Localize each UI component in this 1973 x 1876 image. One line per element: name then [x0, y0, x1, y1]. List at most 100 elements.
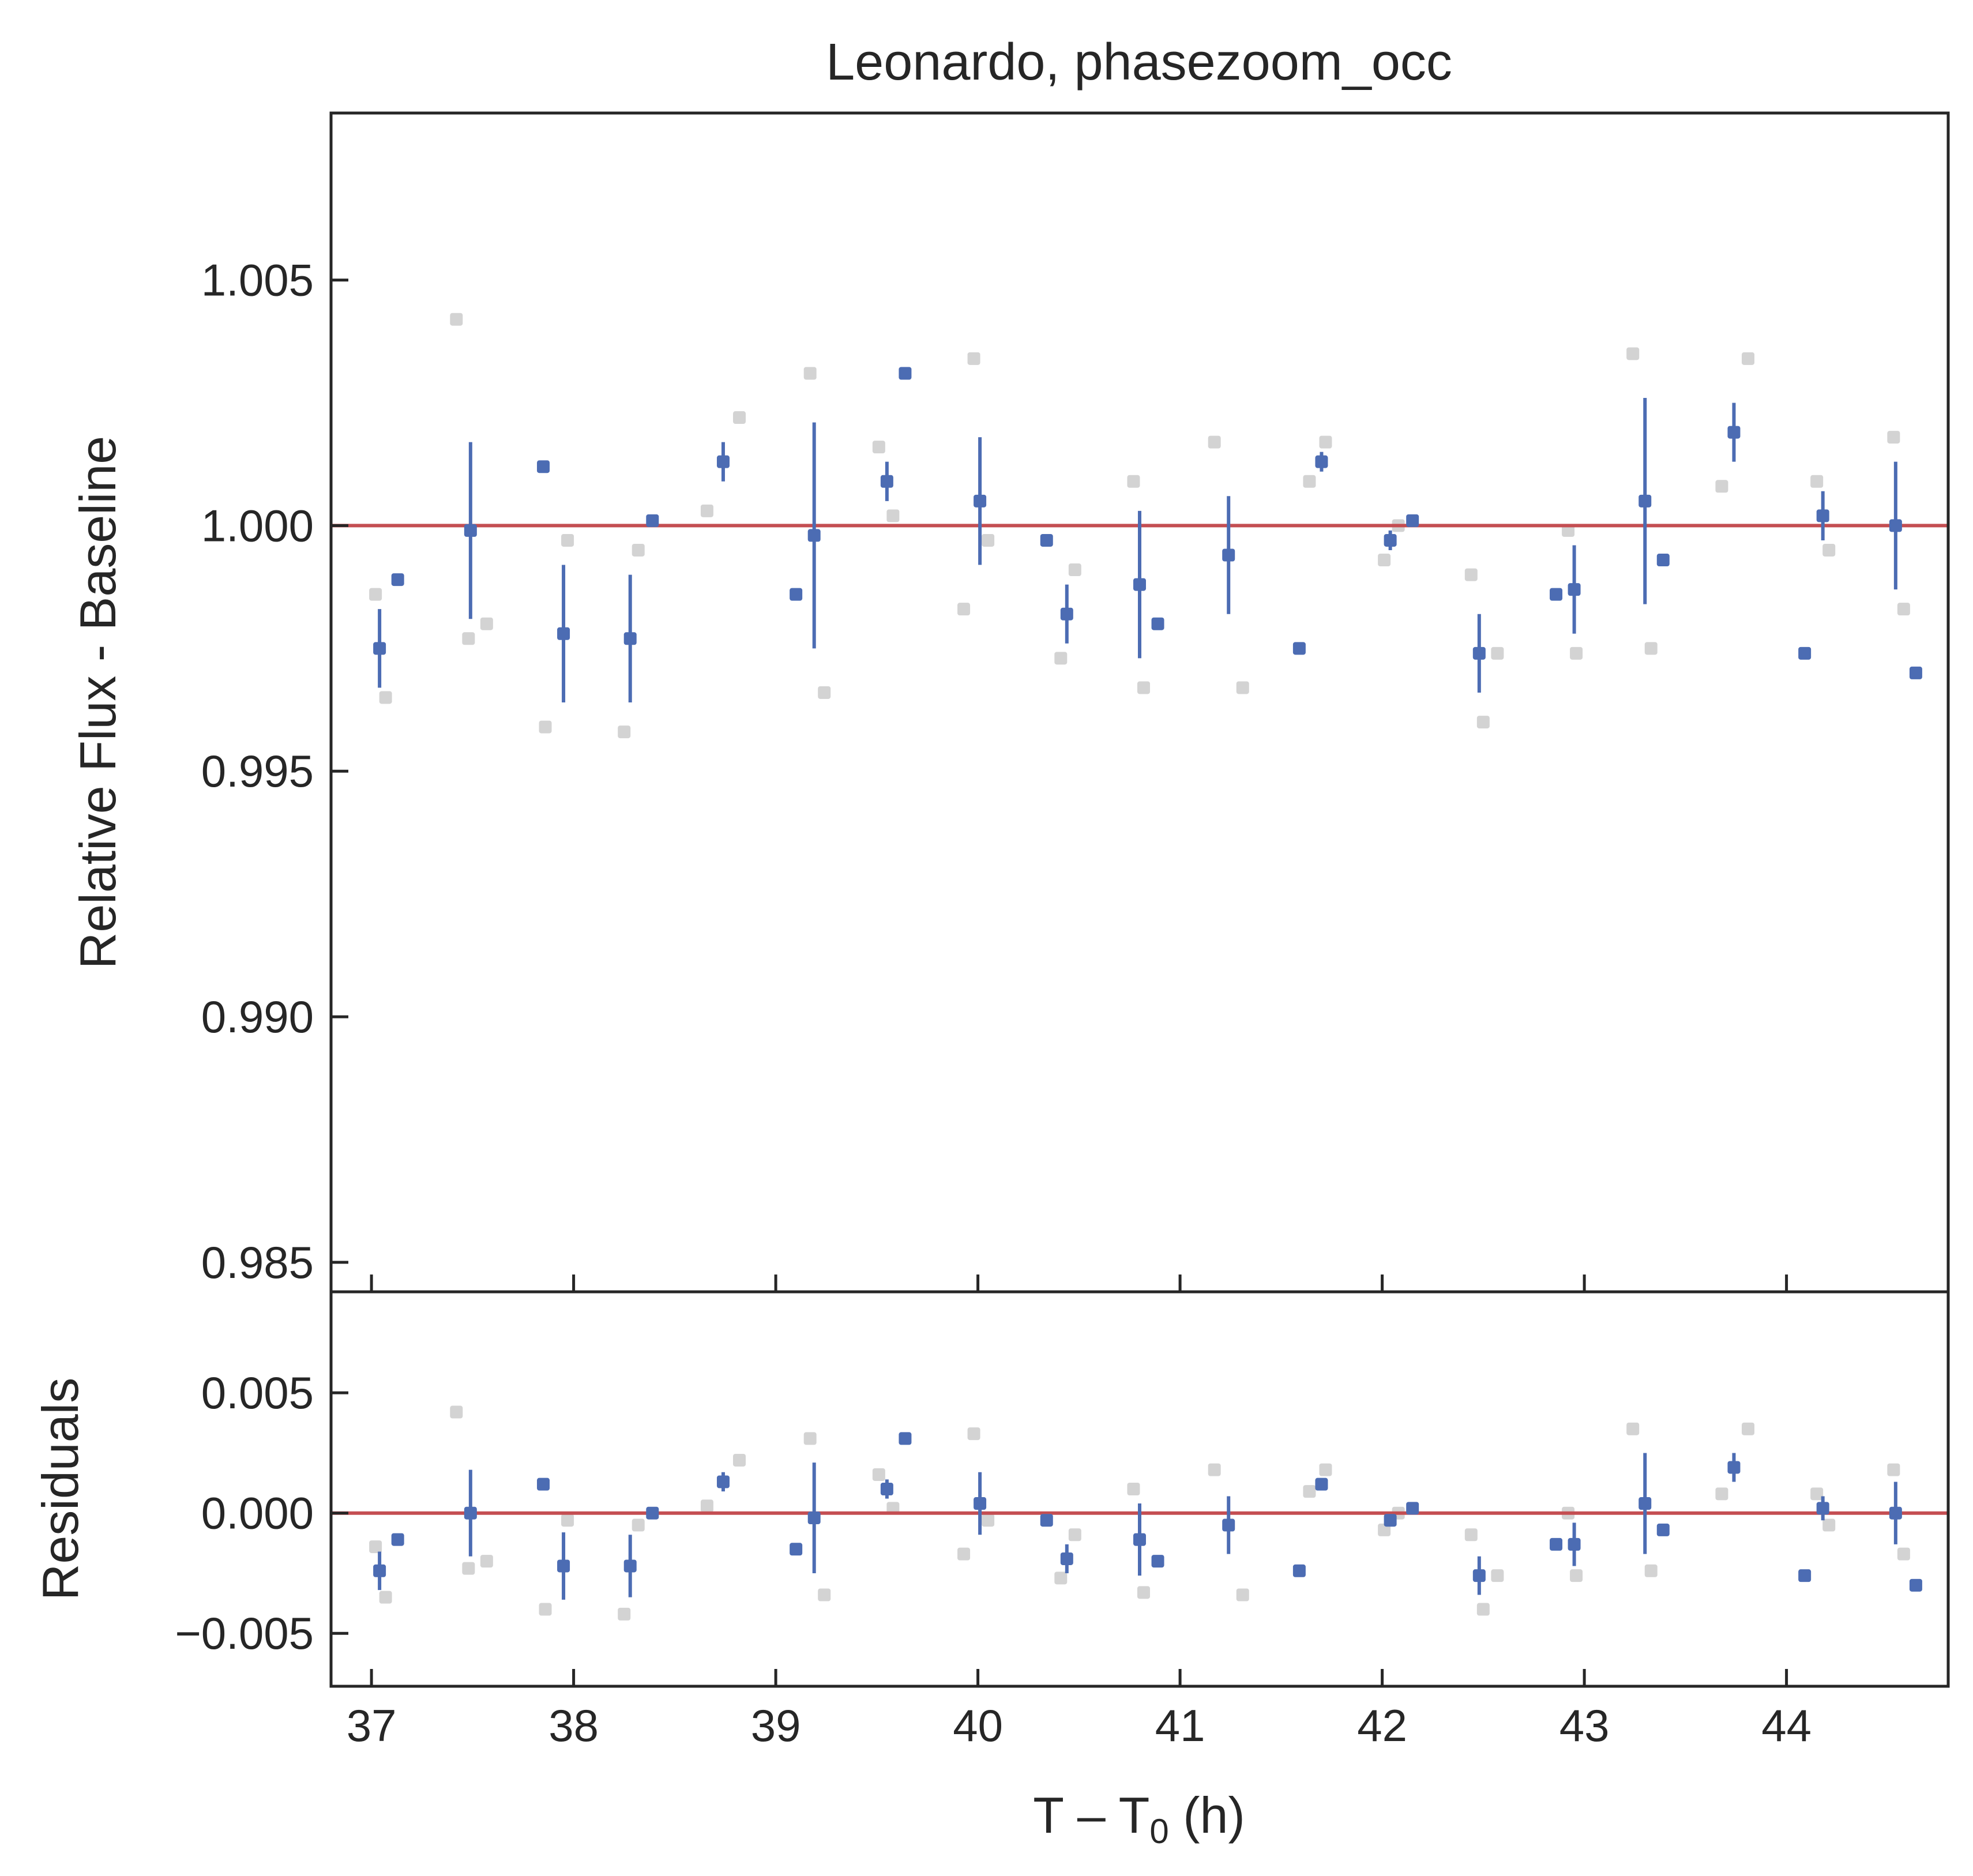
binned-point: [1816, 509, 1829, 522]
binned-point: [1384, 533, 1397, 547]
y-tick-label: 0.005: [201, 1367, 314, 1418]
y-tick-label: −0.005: [175, 1608, 314, 1659]
raw-point: [700, 1499, 713, 1513]
raw-point: [982, 533, 995, 547]
raw-point: [872, 1468, 885, 1481]
raw-point: [561, 533, 574, 547]
binned-point: [623, 632, 637, 645]
binned-point: [1406, 1502, 1419, 1515]
binned-point: [1472, 1569, 1486, 1582]
x-axis-label: T – T0 (h): [1033, 1787, 1245, 1851]
raw-point: [1570, 1569, 1583, 1582]
binned-point: [1798, 1569, 1812, 1582]
x-tick-label: 41: [1155, 1700, 1205, 1751]
raw-point: [462, 632, 475, 645]
raw-point: [379, 691, 392, 704]
binned-point: [974, 1497, 987, 1510]
raw-point: [1810, 1487, 1824, 1501]
raw-point: [1378, 1523, 1391, 1536]
raw-point: [733, 411, 746, 424]
main-axes-frame: [329, 111, 1950, 1294]
binned-point: [1638, 1497, 1652, 1510]
raw-point: [872, 441, 885, 454]
raw-point: [1491, 1569, 1504, 1582]
binned-point: [899, 367, 912, 380]
binned-point: [790, 588, 803, 601]
x-axis-label-main: T – T: [1033, 1787, 1149, 1844]
chart-title: Leonardo, phasezoom_occ: [826, 33, 1452, 91]
x-tick-label: 40: [953, 1700, 1003, 1751]
binned-point: [974, 494, 987, 507]
binned-point: [1133, 578, 1146, 591]
binned-point: [391, 1533, 404, 1546]
binned-point: [880, 1483, 893, 1495]
y-tick-label: 0.985: [201, 1237, 314, 1288]
raw-point: [1570, 646, 1583, 660]
raw-point: [1378, 554, 1391, 567]
binned-point: [537, 460, 550, 473]
binned-point: [807, 1512, 821, 1525]
raw-point: [539, 1603, 552, 1616]
main-y-axis-label: Relative Flux - Baseline: [69, 436, 126, 969]
raw-point: [1822, 543, 1836, 557]
y-tick-label: 0.995: [201, 746, 314, 796]
raw-point: [1742, 352, 1755, 365]
main-panel: 0.985 0.990 0.995 1.000 1.005 Relative Flux …: [69, 111, 1950, 1294]
binned-point: [1816, 1502, 1829, 1515]
raw-point: [369, 1540, 382, 1554]
binned-point: [1315, 1478, 1328, 1491]
raw-point: [818, 686, 831, 699]
raw-point: [618, 1607, 631, 1621]
y-tick-label: 0.000: [201, 1488, 314, 1539]
x-tick-label: 38: [548, 1700, 599, 1751]
binned-point: [1798, 646, 1812, 660]
raw-point: [1137, 1586, 1151, 1599]
x-tick-label: 42: [1357, 1700, 1407, 1751]
raw-point: [1644, 642, 1658, 655]
binned-point: [790, 1543, 803, 1556]
raw-point: [369, 588, 382, 601]
y-tick-label: 1.005: [201, 255, 314, 306]
raw-point: [1127, 475, 1140, 488]
binned-point: [1222, 548, 1235, 562]
raw-point: [967, 1427, 980, 1441]
binned-point: [1406, 514, 1419, 527]
raw-point: [1319, 1463, 1332, 1476]
raw-point: [1476, 1603, 1490, 1616]
raw-point: [1715, 1487, 1728, 1501]
raw-point: [1715, 480, 1728, 493]
binned-point: [464, 1506, 477, 1520]
raw-point: [1644, 1564, 1658, 1577]
x-tick-label: 43: [1559, 1700, 1610, 1751]
raw-point: [379, 1591, 392, 1604]
raw-point: [1054, 652, 1068, 665]
raw-point: [1208, 435, 1221, 449]
binned-point: [1909, 1578, 1922, 1592]
raw-point: [1491, 646, 1504, 660]
raw-point: [700, 504, 713, 517]
binned-point: [716, 455, 730, 468]
main-binned-points: [373, 367, 1922, 702]
raw-point: [1464, 568, 1478, 581]
binned-point: [557, 1559, 570, 1573]
raw-point: [1897, 1547, 1910, 1561]
raw-point: [1319, 435, 1332, 449]
raw-point: [886, 509, 900, 522]
binned-point: [1040, 533, 1053, 547]
binned-point: [1909, 666, 1922, 679]
binned-point: [391, 573, 404, 587]
x-axis-label-subscript: 0: [1149, 1812, 1168, 1851]
residuals-panel: −0.005 0.000 0.005 37 38 39 40 41 42 43 44 Residu…: [32, 1290, 1950, 1851]
raw-point: [539, 720, 552, 734]
binned-point: [899, 1432, 912, 1445]
raw-point: [1810, 475, 1824, 488]
binned-point: [1060, 607, 1073, 621]
raw-point: [480, 617, 493, 630]
y-tick-label: 1.000: [201, 500, 314, 551]
raw-point: [818, 1588, 831, 1601]
binned-point: [1568, 1537, 1581, 1551]
raw-point: [1822, 1518, 1836, 1532]
binned-point: [880, 475, 893, 488]
binned-point: [1384, 1514, 1397, 1527]
